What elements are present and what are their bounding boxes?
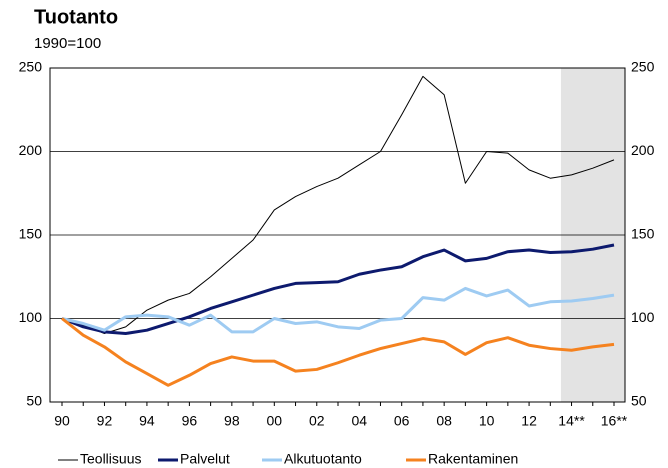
y2-tick-label: 100 (631, 309, 655, 325)
series-line (61, 286, 615, 334)
legend-label: Palvelut (180, 451, 230, 467)
x-tick-label: 90 (54, 413, 70, 429)
y-tick-label: 50 (26, 393, 42, 409)
x-tick-label: 98 (224, 413, 240, 429)
y2-tick-label: 200 (631, 142, 655, 158)
x-tick-label: 14** (558, 413, 585, 429)
x-tick-label: 12 (521, 413, 537, 429)
x-tick-label: 02 (309, 413, 325, 429)
x-tick-label: 96 (182, 413, 198, 429)
y-tick-label: 100 (19, 309, 43, 325)
x-tick-label: 06 (394, 413, 410, 429)
series-line (61, 317, 615, 387)
chart-title: Tuotanto (34, 6, 118, 28)
legend-label: Alkutuotanto (284, 451, 362, 467)
y2-tick-label: 250 (631, 59, 655, 75)
legend-label: Rakentaminen (428, 451, 518, 467)
chart-subtitle: 1990=100 (34, 35, 101, 52)
x-tick-label: 92 (97, 413, 113, 429)
y2-tick-label: 150 (631, 226, 655, 242)
legend-label: Teollisuus (80, 451, 141, 467)
x-tick-label: 16** (601, 413, 628, 429)
y-tick-label: 250 (19, 59, 43, 75)
series-line (61, 75, 615, 335)
x-tick-label: 94 (139, 413, 155, 429)
y-tick-label: 200 (19, 142, 43, 158)
series-line (61, 243, 615, 336)
x-tick-label: 00 (267, 413, 283, 429)
x-tick-label: 04 (351, 413, 367, 429)
y-tick-label: 150 (19, 226, 43, 242)
x-tick-label: 10 (479, 413, 495, 429)
x-tick-label: 08 (436, 413, 452, 429)
y2-tick-label: 50 (631, 393, 647, 409)
